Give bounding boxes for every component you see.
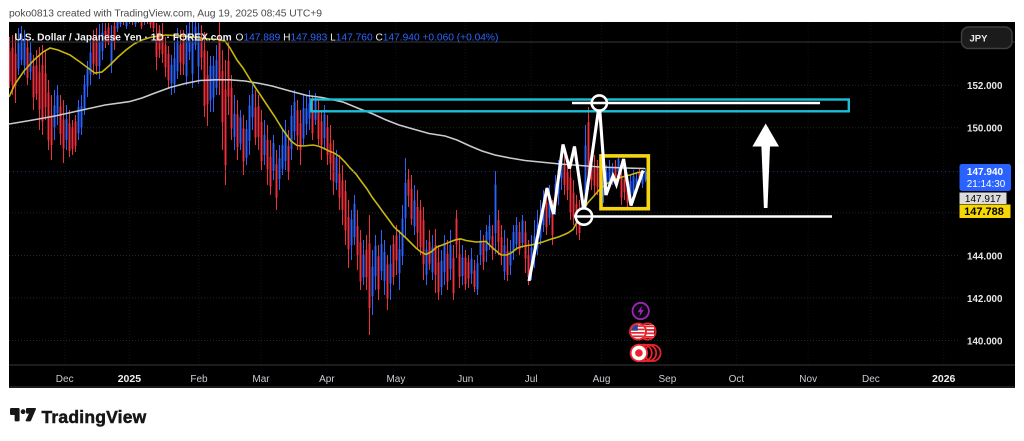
svg-text:Nov: Nov (799, 374, 817, 385)
svg-text:147.788: 147.788 (964, 206, 1004, 218)
svg-text:Dec: Dec (862, 374, 880, 385)
svg-text:2025: 2025 (118, 373, 142, 385)
svg-text:poko0813 created with TradingV: poko0813 created with TradingView.com, A… (9, 9, 322, 20)
svg-text:O147.889 H147.983 L147.760: O147.889 H147.983 L147.760 C147.940 +0.0… (236, 32, 499, 43)
svg-text:May: May (386, 374, 405, 385)
svg-text:147.917: 147.917 (965, 194, 1002, 205)
svg-text:JPY: JPY (970, 34, 989, 45)
svg-text:2026: 2026 (932, 373, 956, 385)
svg-text:Jun: Jun (457, 374, 473, 385)
svg-text:150.000: 150.000 (967, 124, 1003, 135)
svg-text:Sep: Sep (659, 374, 677, 385)
svg-text:152.000: 152.000 (967, 81, 1003, 92)
svg-text:Aug: Aug (593, 374, 611, 385)
svg-text:147.940: 147.940 (967, 167, 1004, 178)
svg-text:TradingView: TradingView (42, 407, 147, 427)
svg-text:Mar: Mar (252, 374, 270, 385)
svg-text:Oct: Oct (729, 374, 745, 385)
svg-text:144.000: 144.000 (967, 251, 1003, 262)
svg-text:U.S. Dollar / Japanese Yen · 1: U.S. Dollar / Japanese Yen · 1D · FOREX.… (15, 32, 232, 43)
svg-text:21:14:30: 21:14:30 (967, 179, 1006, 190)
svg-text:142.000: 142.000 (967, 294, 1003, 305)
svg-text:Feb: Feb (190, 374, 208, 385)
svg-text:Jul: Jul (525, 374, 538, 385)
svg-text:140.000: 140.000 (967, 336, 1003, 347)
svg-text:Apr: Apr (319, 374, 335, 385)
svg-text:Dec: Dec (56, 374, 74, 385)
